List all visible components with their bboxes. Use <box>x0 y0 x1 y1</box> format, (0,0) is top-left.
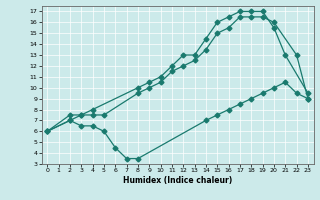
X-axis label: Humidex (Indice chaleur): Humidex (Indice chaleur) <box>123 176 232 185</box>
